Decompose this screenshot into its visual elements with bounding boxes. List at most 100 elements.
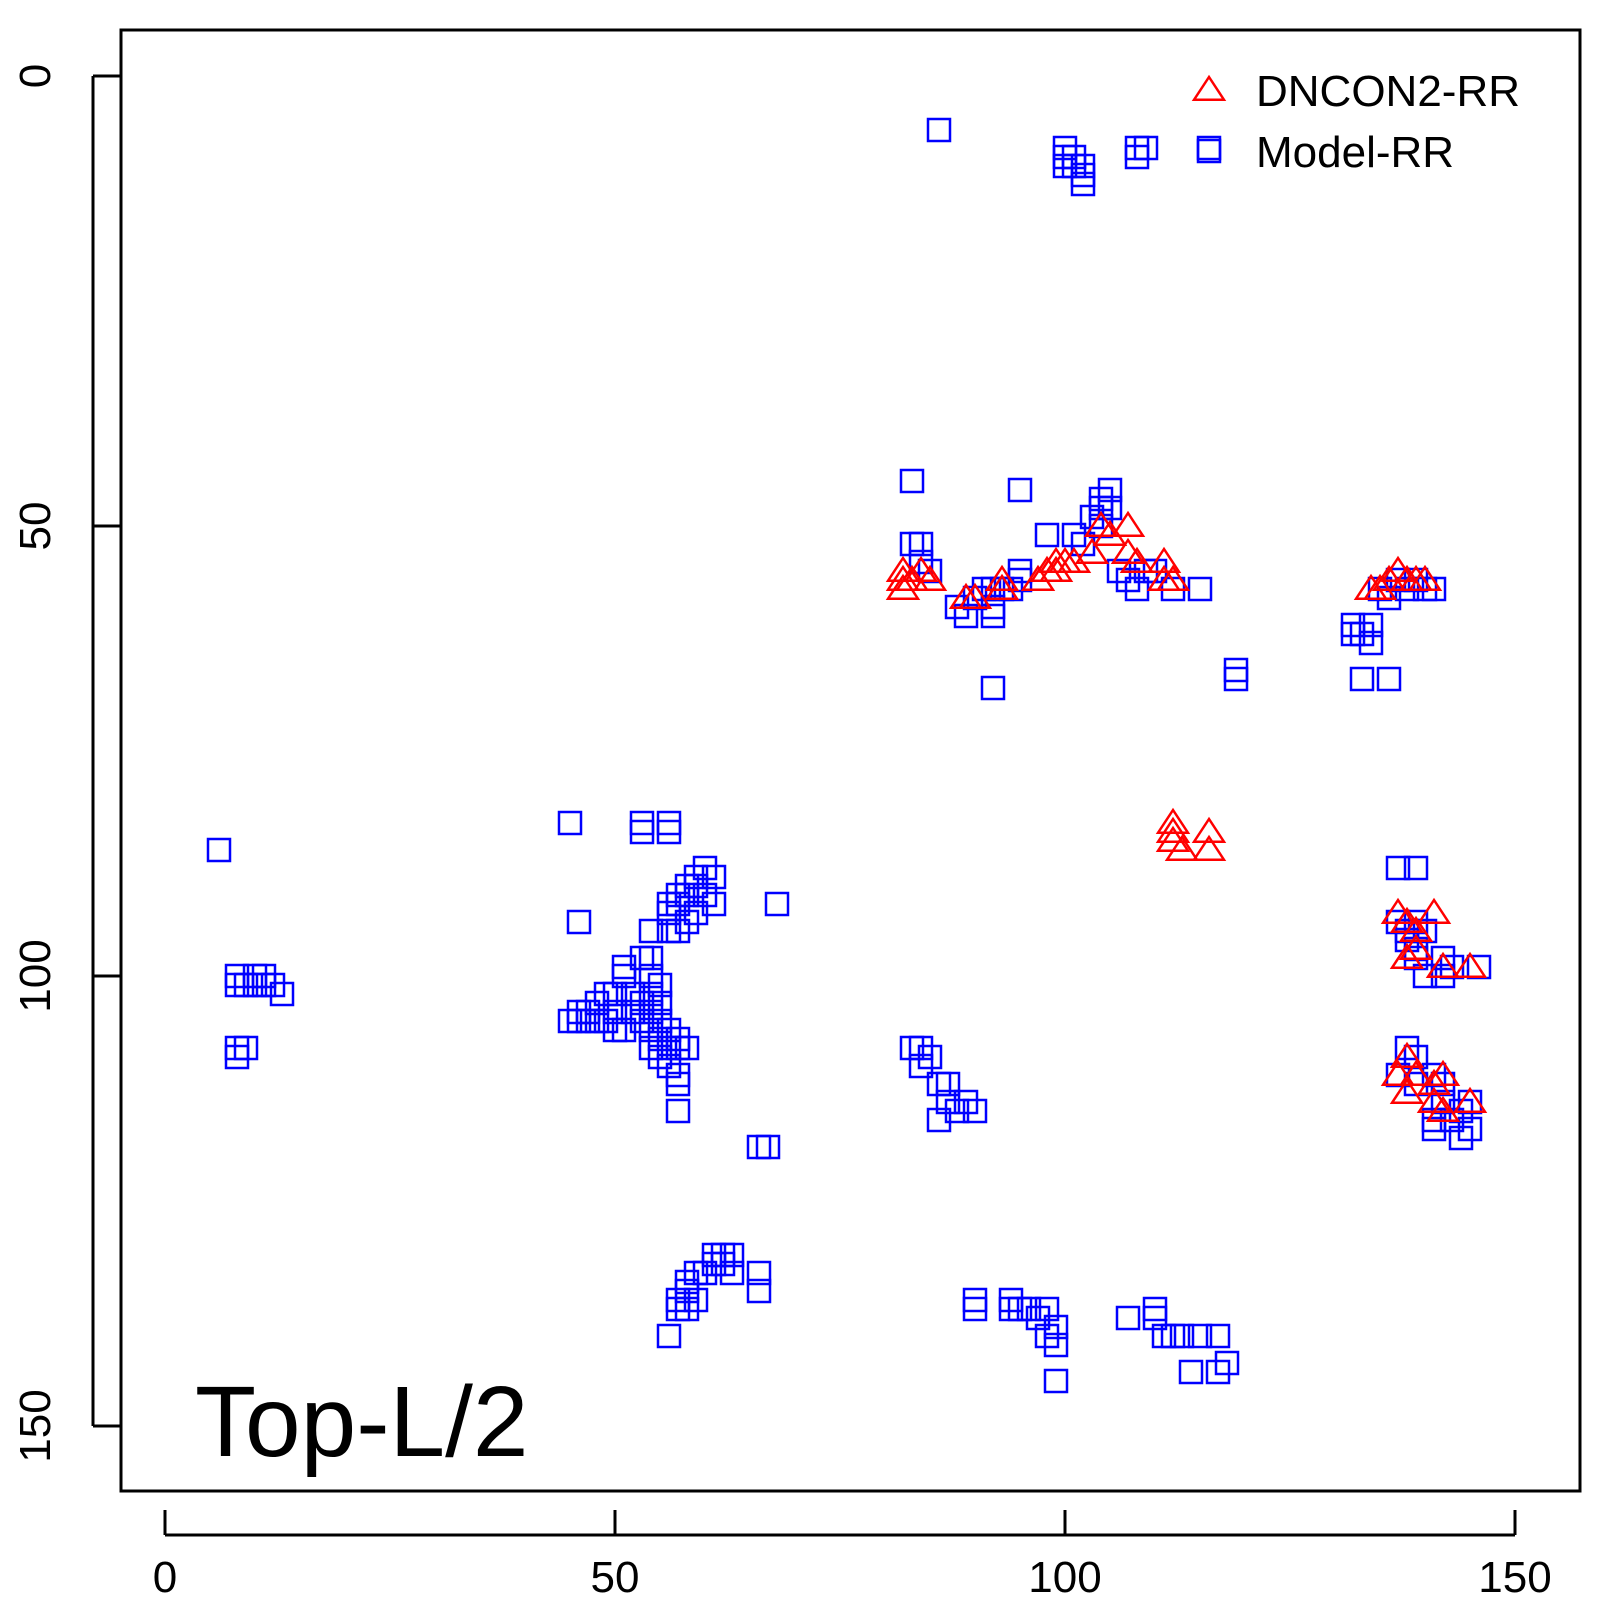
- model-rr-point: [980, 675, 1006, 701]
- model-rr-point: [719, 1260, 745, 1286]
- model-rr-point: [962, 1296, 988, 1322]
- model-rr-point: [683, 1287, 709, 1313]
- model-rr-point: [656, 900, 682, 926]
- model-rr-point: [692, 1260, 718, 1286]
- model-rr-point: [638, 1035, 664, 1061]
- y-tick-label: 50: [11, 502, 60, 551]
- model-rr-point: [1043, 1314, 1069, 1340]
- model-rr-point: [629, 810, 655, 836]
- model-rr-point: [1169, 1323, 1195, 1349]
- model-rr-point: [1007, 477, 1033, 503]
- model-rr-point: [917, 1044, 943, 1070]
- model-rr-point: [647, 990, 673, 1016]
- model-rr-point: [1097, 495, 1123, 521]
- dncon2-rr-point: [912, 564, 948, 591]
- dncon2-rr-point: [1191, 834, 1227, 861]
- x-tick-label: 50: [591, 1553, 640, 1600]
- model-rr-point: [1358, 630, 1384, 656]
- dncon2-rr-point: [1371, 564, 1407, 591]
- dncon2-rr-point: [1425, 951, 1461, 978]
- panel-annotation: Top-L/2: [195, 1366, 529, 1478]
- dncon2-rr-point: [1425, 1059, 1461, 1086]
- model-rr-point: [1070, 171, 1096, 197]
- model-rr-point: [692, 855, 718, 881]
- model-rr-point: [980, 603, 1006, 629]
- model-rr-point: [1034, 1296, 1060, 1322]
- model-rr-point: [638, 999, 664, 1025]
- model-rr-point: [1007, 567, 1033, 593]
- dncon2-rr-point: [1119, 546, 1155, 573]
- model-rr-point: [620, 981, 646, 1007]
- model-rr-point: [629, 819, 655, 845]
- model-rr-point: [647, 1044, 673, 1070]
- model-rr-point: [1403, 855, 1429, 881]
- plot-frame: [119, 28, 1582, 1493]
- model-rr-point: [638, 981, 664, 1007]
- model-rr-point: [665, 1026, 691, 1052]
- model-rr-point: [1223, 666, 1249, 692]
- model-rr-point: [953, 1089, 979, 1115]
- dncon2-rr-point: [1074, 537, 1110, 564]
- dncon2-rr-point: [1416, 897, 1452, 924]
- model-rr-point: [1115, 567, 1141, 593]
- model-rr-point: [224, 1044, 250, 1070]
- model-rr-point: [656, 819, 682, 845]
- dncon2-rr-point: [1389, 1077, 1425, 1104]
- model-rr-point: [1205, 1323, 1231, 1349]
- dncon2-rr-point: [1056, 546, 1092, 573]
- model-rr-point: [1133, 135, 1159, 161]
- dncon2-rr-point: [1092, 519, 1128, 546]
- model-rr-point: [746, 1260, 772, 1286]
- model-rr-point: [656, 1053, 682, 1079]
- model-rr-point: [1034, 522, 1060, 548]
- legend: DNCON2-RR Model-RR: [1191, 67, 1520, 177]
- dncon2-rr-point: [1380, 1059, 1416, 1086]
- model-rr-point: [1349, 666, 1375, 692]
- model-rr-point: [701, 864, 727, 890]
- model-rr-point: [1016, 1296, 1042, 1322]
- model-rr-point: [746, 1278, 772, 1304]
- model-rr-point: [1124, 135, 1150, 161]
- model-rr-point: [755, 1134, 781, 1160]
- model-rr-point: [926, 117, 952, 143]
- dncon2-rr-point: [984, 573, 1020, 600]
- dncon2-rr-point: [1164, 834, 1200, 861]
- model-rr-point: [1187, 576, 1213, 602]
- dncon2-rr-point: [1398, 915, 1434, 942]
- model-rr-point: [674, 1296, 700, 1322]
- model-rr-point: [764, 891, 790, 917]
- model-rr-point: [593, 1008, 619, 1034]
- model-rr-point: [1115, 1305, 1141, 1331]
- y-tick-label: 0: [11, 64, 60, 88]
- dncon2-rr-point: [1155, 807, 1191, 834]
- model-rr-point: [1358, 612, 1384, 638]
- model-rr-point: [1187, 1323, 1213, 1349]
- x-tick-label: 100: [1028, 1553, 1101, 1600]
- model-rr-point: [674, 909, 700, 935]
- model-rr-point: [935, 1071, 961, 1097]
- model-rr-point: [656, 810, 682, 836]
- legend-label: DNCON2-RR: [1256, 67, 1520, 116]
- model-rr-point: [1142, 1305, 1168, 1331]
- model-rr-point: [1124, 144, 1150, 170]
- model-rr-point: [602, 999, 628, 1025]
- dncon2-rr-point: [1146, 546, 1182, 573]
- dncon2-rr-point: [1155, 564, 1191, 591]
- model-rr-point: [908, 1035, 934, 1061]
- dncon2-rr-point: [885, 573, 921, 600]
- model-rr-point: [1457, 1116, 1483, 1142]
- model-rr-point: [935, 1089, 961, 1115]
- model-rr-point: [647, 972, 673, 998]
- model-rr-point: [629, 1008, 655, 1034]
- model-rr-point: [1349, 621, 1375, 647]
- model-rr-point: [593, 981, 619, 1007]
- model-rr-point: [584, 990, 610, 1016]
- model-rr-point: [1385, 855, 1411, 881]
- legend-label: Model-RR: [1256, 128, 1454, 177]
- dncon2-rr-point: [894, 564, 930, 591]
- model-rr-point: [1124, 576, 1150, 602]
- model-rr-point: [611, 1017, 637, 1043]
- model-rr-point: [1043, 1332, 1069, 1358]
- model-rr-point: [1421, 1116, 1447, 1142]
- model-rr-point: [629, 990, 655, 1016]
